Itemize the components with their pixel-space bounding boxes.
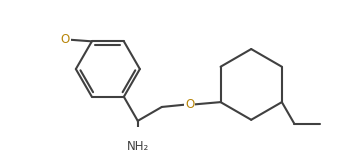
- Text: O: O: [60, 33, 70, 46]
- Text: NH₂: NH₂: [127, 140, 149, 151]
- Text: O: O: [185, 98, 194, 111]
